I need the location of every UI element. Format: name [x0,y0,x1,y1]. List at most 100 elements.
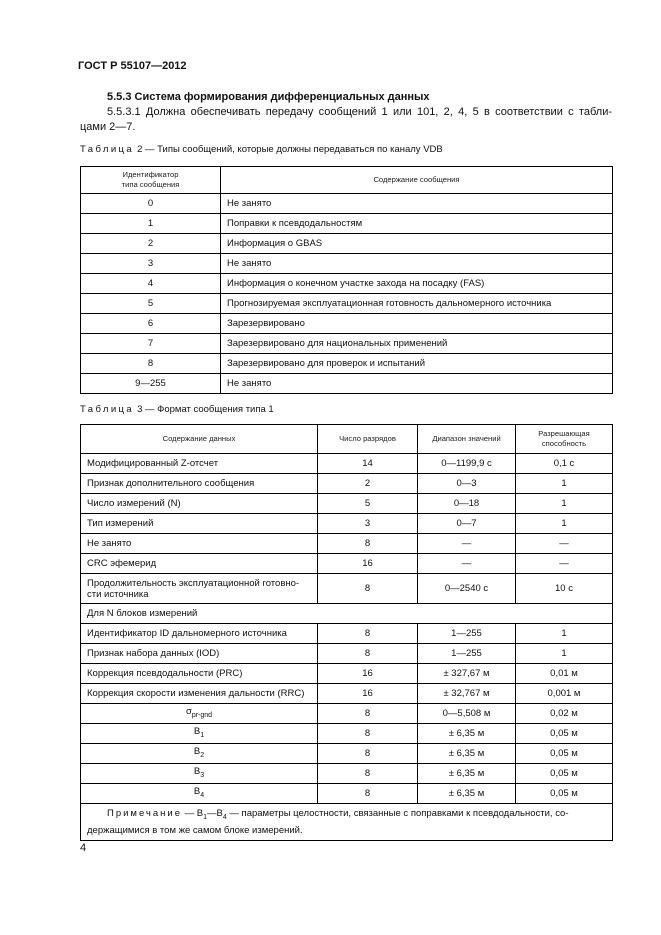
cell-text: 0,02 м [550,708,578,719]
table-cell: 0,001 м [515,683,613,704]
cell-text: Для N блоков измерений [87,608,198,619]
cell-text: 14 [362,458,373,469]
cell-text: Тип измерений [87,518,154,529]
cell-text: Не занято [227,258,272,269]
subscript: 4 [200,791,205,799]
header-row: Содержание данных Число разрядов Диапазон … [80,424,613,454]
note-text: —B [207,808,223,819]
table-cell: 8 [317,783,418,804]
table-cell: 0,01 м [515,663,613,684]
table-cell: 16 [317,683,418,704]
table-cell: 0,05 м [515,743,613,764]
table-row: 0 Не занято [80,193,613,214]
cell-text: Признак дополнительного сообщения [87,478,255,489]
cell-text: Информация о GBAS [227,238,323,249]
cell-text: Не занято [227,378,272,389]
table-cell: Поправки к псевдодальностям [220,213,613,234]
table-caption: Таблица 3 — Формат сообщения типа 1 [80,404,274,415]
table-row: 4 Информация о конечном участке захода на… [80,273,613,294]
table-cell: B1 [80,723,318,744]
cell-text: 1 [561,478,567,489]
cell-text: 5 [364,498,371,509]
table-cell: Не занято [220,373,613,394]
table-cell: Информация о GBAS [220,233,613,254]
table-row: 5 Прогнозируемая эксплуатационная готовно… [80,293,613,314]
cell-line: сти источника [87,588,149,600]
table-cell: — [515,533,613,554]
cell-text: Признак набора данных (IOD) [87,648,220,659]
table-cell: Не занято [220,253,613,274]
table-cell: 0,05 м [515,783,613,804]
cell-text: 1—255 [451,628,482,639]
table-row: B2 8 ± 6,35 м 0,05 м [80,743,613,764]
cell-text: 1 [561,498,567,509]
table-cell: 0 [80,193,221,214]
note-cell: Примечание — B1—B4 — параметры целостнос… [80,803,613,841]
cell-text: Зарезервировано для национальных примене… [227,338,448,349]
table-cell: Коррекция псевдодальности (PRC) [80,663,318,684]
table-cell: 1 [515,513,613,534]
cell-text: 0,05 м [550,748,578,759]
cell-line: Идентификатор [122,170,179,179]
table-cell: 5 [80,293,221,314]
cell-text: 0—2540 с [444,583,489,594]
table-cell: Не занято [80,533,318,554]
cell-text: 3 [147,258,154,269]
note-row: Примечание — B1—B4 — параметры целостнос… [80,803,613,841]
cell-text: 0—1199,9 с [441,458,492,469]
header-cell: Число разрядов [317,424,418,454]
table-cell: B3 [80,763,318,784]
table-cell: 0,05 м [515,723,613,744]
cell-text: 1 [561,628,567,639]
cell-text: Зарезервировано [227,318,305,329]
caption-text: 2 — Типы сообщений, которые должны перед… [137,144,443,155]
subscript: 1 [200,731,205,739]
table-cell: Не занято [220,193,613,214]
table-cell: 8 [317,623,418,644]
note-text: держащимися в том же самом блоке измерен… [87,824,303,836]
table: Идентификатор типа сообщения Содержание со… [80,166,613,394]
table-row: Коррекция скорости изменения дальности (… [80,683,613,704]
table-cell: 8 [317,643,418,664]
table: Содержание данных Число разрядов Диапазон … [80,424,613,841]
cell-text: 0—18 [453,498,480,509]
table-cell: Число измерений (N) [80,493,318,514]
table-cell: 0—18 [417,493,516,514]
cell-text: Поправки к псевдодальностям [227,218,363,229]
table-row: 1 Поправки к псевдодальностям [80,213,613,234]
table-cell: CRC эфемерид [80,553,318,574]
cell-text: 16 [362,558,373,569]
table-cell: 16 [317,663,418,684]
table-cell: ± 6,35 м [417,723,516,744]
cell-text: 1 [561,518,567,529]
table-cell: Информация о конечном участке захода на … [220,273,613,294]
table-cell: 6 [80,313,221,334]
paragraph-line: 5.5.3.1 Должна обеспечивать передачу соо… [107,106,612,118]
cell-text: Содержание сообщения [373,175,460,184]
table-cell: 8 [317,703,418,724]
subscript: 4 [222,813,227,821]
table-cell: B2 [80,743,318,764]
cell-text: 0—3 [456,478,477,489]
cell-text: 8 [364,648,371,659]
table-cell: Для N блоков измерений [80,603,613,624]
table-cell: 0,1 с [515,453,613,474]
caption-text: 3 — Формат сообщения типа 1 [137,404,274,415]
cell-text: 8 [364,788,371,799]
table-cell: 8 [80,353,221,374]
table-cell: 2 [317,473,418,494]
cell-text: 8 [364,768,371,779]
table-row: Число измерений (N) 5 0—18 1 [80,493,613,514]
cell-text: Коррекция псевдодальности (PRC) [87,668,243,679]
subscript: 2 [200,751,205,759]
table-cell: 4 [80,273,221,294]
caption-label: Таблица [80,144,135,155]
paragraph-line: цами 2—7. [80,121,136,133]
cell-text: Модифицированный Z-отсчет [87,458,219,469]
table-row: B4 8 ± 6,35 м 0,05 м [80,783,613,804]
cell-text: 0,05 м [550,728,578,739]
table-row: 6 Зарезервировано [80,313,613,334]
cell-text: B [193,786,201,798]
table-row: 2 Информация о GBAS [80,233,613,254]
table-cell: Зарезервировано для национальных примене… [220,333,613,354]
